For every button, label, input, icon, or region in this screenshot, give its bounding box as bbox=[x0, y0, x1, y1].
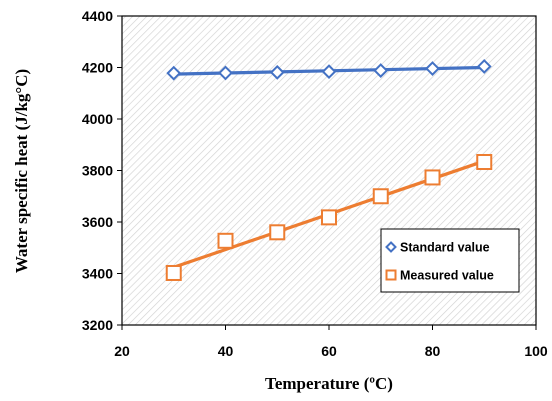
x-axis-ticks: 20 40 60 80 100 bbox=[114, 325, 548, 359]
x-tick-label: 40 bbox=[218, 343, 234, 359]
standard-value-point bbox=[476, 59, 492, 74]
x-tick-label: 80 bbox=[425, 343, 441, 359]
standard-value-series bbox=[166, 59, 492, 81]
y-tick-label: 4200 bbox=[82, 60, 113, 76]
measured-value-point bbox=[165, 264, 182, 281]
series-group bbox=[165, 59, 493, 281]
y-tick-label: 4400 bbox=[82, 8, 113, 24]
y-axis-title: Water specific heat (J/kg°C) bbox=[12, 69, 31, 273]
x-tick-label: 20 bbox=[114, 343, 130, 359]
x-axis-title: Temperature (ºC) bbox=[265, 374, 393, 393]
y-axis-ticks: 3200 3400 3600 3800 4000 4200 4400 bbox=[82, 8, 122, 333]
standard-value-point bbox=[218, 65, 233, 81]
y-tick-label: 3200 bbox=[82, 317, 113, 333]
legend-measured-value-label: Measured value bbox=[400, 269, 494, 283]
measured-value-point bbox=[424, 169, 441, 186]
measured-value-point bbox=[372, 188, 389, 205]
measured-value-series bbox=[165, 154, 493, 281]
legend-standard-value-marker bbox=[385, 241, 397, 253]
legend: Standard value Measured value bbox=[380, 228, 520, 293]
x-tick-label: 100 bbox=[524, 343, 548, 359]
legend-standard-value-label: Standard value bbox=[400, 241, 490, 255]
measured-value-point bbox=[321, 209, 337, 226]
measured-value-point bbox=[217, 232, 234, 249]
y-tick-label: 4000 bbox=[82, 111, 113, 127]
y-tick-label: 3800 bbox=[82, 163, 113, 179]
standard-value-point bbox=[321, 64, 337, 80]
measured-value-point bbox=[269, 224, 286, 241]
standard-value-point bbox=[166, 65, 182, 81]
y-tick-label: 3400 bbox=[82, 266, 113, 282]
measured-value-point bbox=[476, 154, 493, 171]
legend-box bbox=[380, 228, 520, 293]
y-tick-label: 3600 bbox=[82, 214, 113, 230]
x-tick-label: 60 bbox=[321, 343, 337, 359]
legend-measured-value-marker bbox=[385, 269, 397, 281]
standard-value-point bbox=[269, 64, 285, 80]
standard-value-point bbox=[373, 63, 389, 79]
standard-value-point bbox=[425, 61, 440, 76]
